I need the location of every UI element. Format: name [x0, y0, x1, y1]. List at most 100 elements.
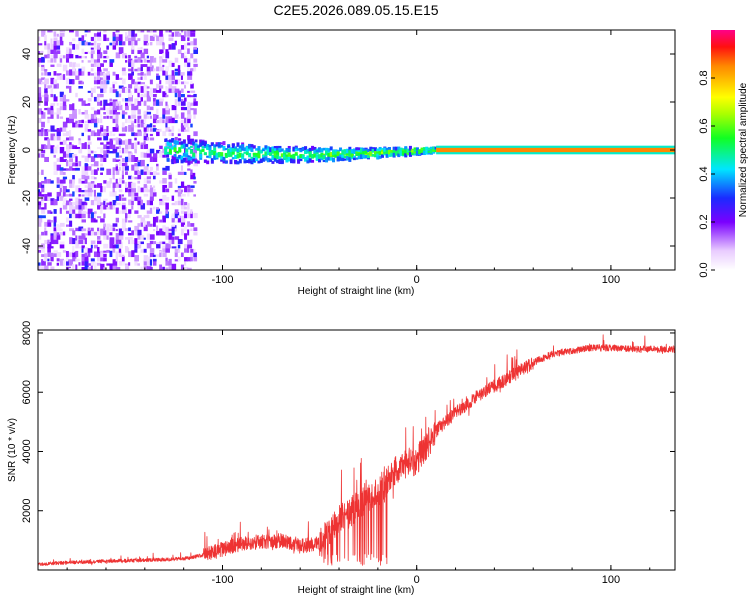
spectrogram-xtick-label: 0 [414, 274, 420, 286]
spectrogram-cell [243, 151, 247, 154]
spectrogram-cell [84, 185, 88, 188]
spectrogram-cell [65, 70, 71, 76]
spectrogram-cell [273, 153, 277, 156]
spectrogram-cell [193, 63, 198, 67]
spectrogram-cell [103, 257, 107, 262]
spectrogram-cell [44, 145, 50, 150]
spectrogram-cell [152, 101, 158, 106]
spectrogram-cell [121, 67, 126, 72]
spectrogram-cell [41, 254, 46, 258]
spectrogram-cell [137, 50, 143, 54]
spectrogram-cell [366, 154, 370, 159]
spectrogram-cell [174, 251, 178, 258]
spectrogram-cell [193, 108, 197, 115]
spectrogram-cell [50, 48, 54, 54]
spectrogram-cell [184, 244, 187, 249]
spectrogram-cell [62, 151, 67, 158]
spectrogram-cell [100, 117, 103, 124]
spectrogram-cell [44, 91, 48, 98]
spectrogram-cell [112, 42, 117, 50]
spectrogram-cell [297, 148, 301, 151]
spectrogram-cell [50, 64, 55, 67]
spectrogram-cell [38, 262, 41, 266]
spectrogram-cell [65, 117, 71, 124]
spectrogram-cell [81, 60, 84, 63]
spectrogram-cell [387, 147, 391, 152]
spectrogram-cell [184, 224, 187, 232]
spectrogram-cell [140, 221, 143, 227]
spectrogram-cell [162, 187, 166, 193]
snr-ytick-label: 2000 [21, 498, 33, 522]
spectrogram-cell [50, 233, 56, 236]
spectrogram-cell [81, 143, 86, 150]
spectrogram-cell [75, 213, 81, 219]
spectrogram-cell [106, 103, 110, 106]
spectrogram-cell [56, 75, 62, 80]
spectrogram-cell [90, 216, 96, 223]
spectrogram-cell [348, 146, 352, 152]
spectrogram-cell [100, 251, 104, 258]
spectrogram-cell [44, 94, 49, 102]
spectrogram-cell [121, 254, 125, 258]
spectrogram-cell [180, 165, 184, 171]
spectrogram-cell [109, 102, 115, 106]
spectrogram-cell [72, 153, 77, 158]
spectrogram-cell [174, 114, 179, 119]
spectrogram-cell [359, 148, 363, 153]
spectrogram-cell [93, 45, 99, 50]
spectrogram-cell [97, 86, 102, 89]
spectrogram-cell [159, 85, 162, 93]
spectrogram-cell [140, 235, 145, 240]
spectrogram-cell [152, 30, 157, 33]
spectrogram-cell [47, 107, 52, 115]
spectrogram-cell [134, 59, 138, 63]
spectrogram-cell [159, 211, 163, 214]
spectrogram-cell [143, 255, 149, 262]
spectrogram-cell [192, 155, 196, 161]
spectrogram-cell [184, 63, 188, 67]
spectrogram-cell [93, 85, 98, 89]
spectrogram-cell [190, 169, 193, 175]
spectrogram-cell [276, 146, 280, 151]
spectrogram-cell [93, 72, 99, 76]
spectrogram-cell [137, 199, 143, 206]
spectrogram-cell [56, 144, 59, 150]
spectrogram-cell [62, 100, 67, 106]
spectrogram-cell [109, 151, 114, 154]
spectrogram-cell [231, 150, 235, 155]
spectrogram-cell [280, 161, 284, 164]
spectrogram-cell [128, 30, 132, 37]
spectrogram-cell [97, 64, 101, 72]
spectrogram-cell [213, 144, 217, 148]
spectrogram-cell [137, 47, 142, 50]
spectrogram-cell [146, 124, 152, 128]
spectrogram-cell [90, 58, 95, 63]
spectrogram-cell [306, 149, 310, 152]
spectrogram-cell [292, 157, 296, 162]
spectrogram-cell [190, 90, 196, 93]
spectrogram-cell [168, 116, 173, 119]
spectrogram-cell [315, 156, 319, 161]
spectrogram-cell [90, 130, 96, 137]
spectrogram-cell [264, 151, 268, 155]
spectrogram-cell [75, 162, 78, 167]
spectrogram-cell [50, 246, 54, 249]
spectrogram-cell [90, 183, 96, 188]
spectrogram-cell [149, 35, 155, 42]
spectrogram-cell [159, 56, 163, 59]
spectrogram-cell [206, 155, 210, 158]
spectrogram-cell [143, 126, 148, 132]
spectrogram-cell [162, 194, 167, 201]
spectrogram-cell [103, 150, 107, 154]
spectrogram-cell [81, 119, 84, 124]
spectrogram-cell [184, 129, 189, 132]
spectrogram-cell [125, 165, 129, 171]
spectrogram-cell [97, 31, 102, 37]
spectrogram-cell [165, 151, 170, 158]
spectrogram-cell [78, 178, 82, 184]
spectrogram-cell [38, 96, 42, 102]
spectrogram-cell [143, 123, 147, 128]
spectrogram-cell [97, 167, 100, 171]
spectrogram-cell [190, 95, 196, 98]
spectrogram-cell [59, 228, 63, 232]
